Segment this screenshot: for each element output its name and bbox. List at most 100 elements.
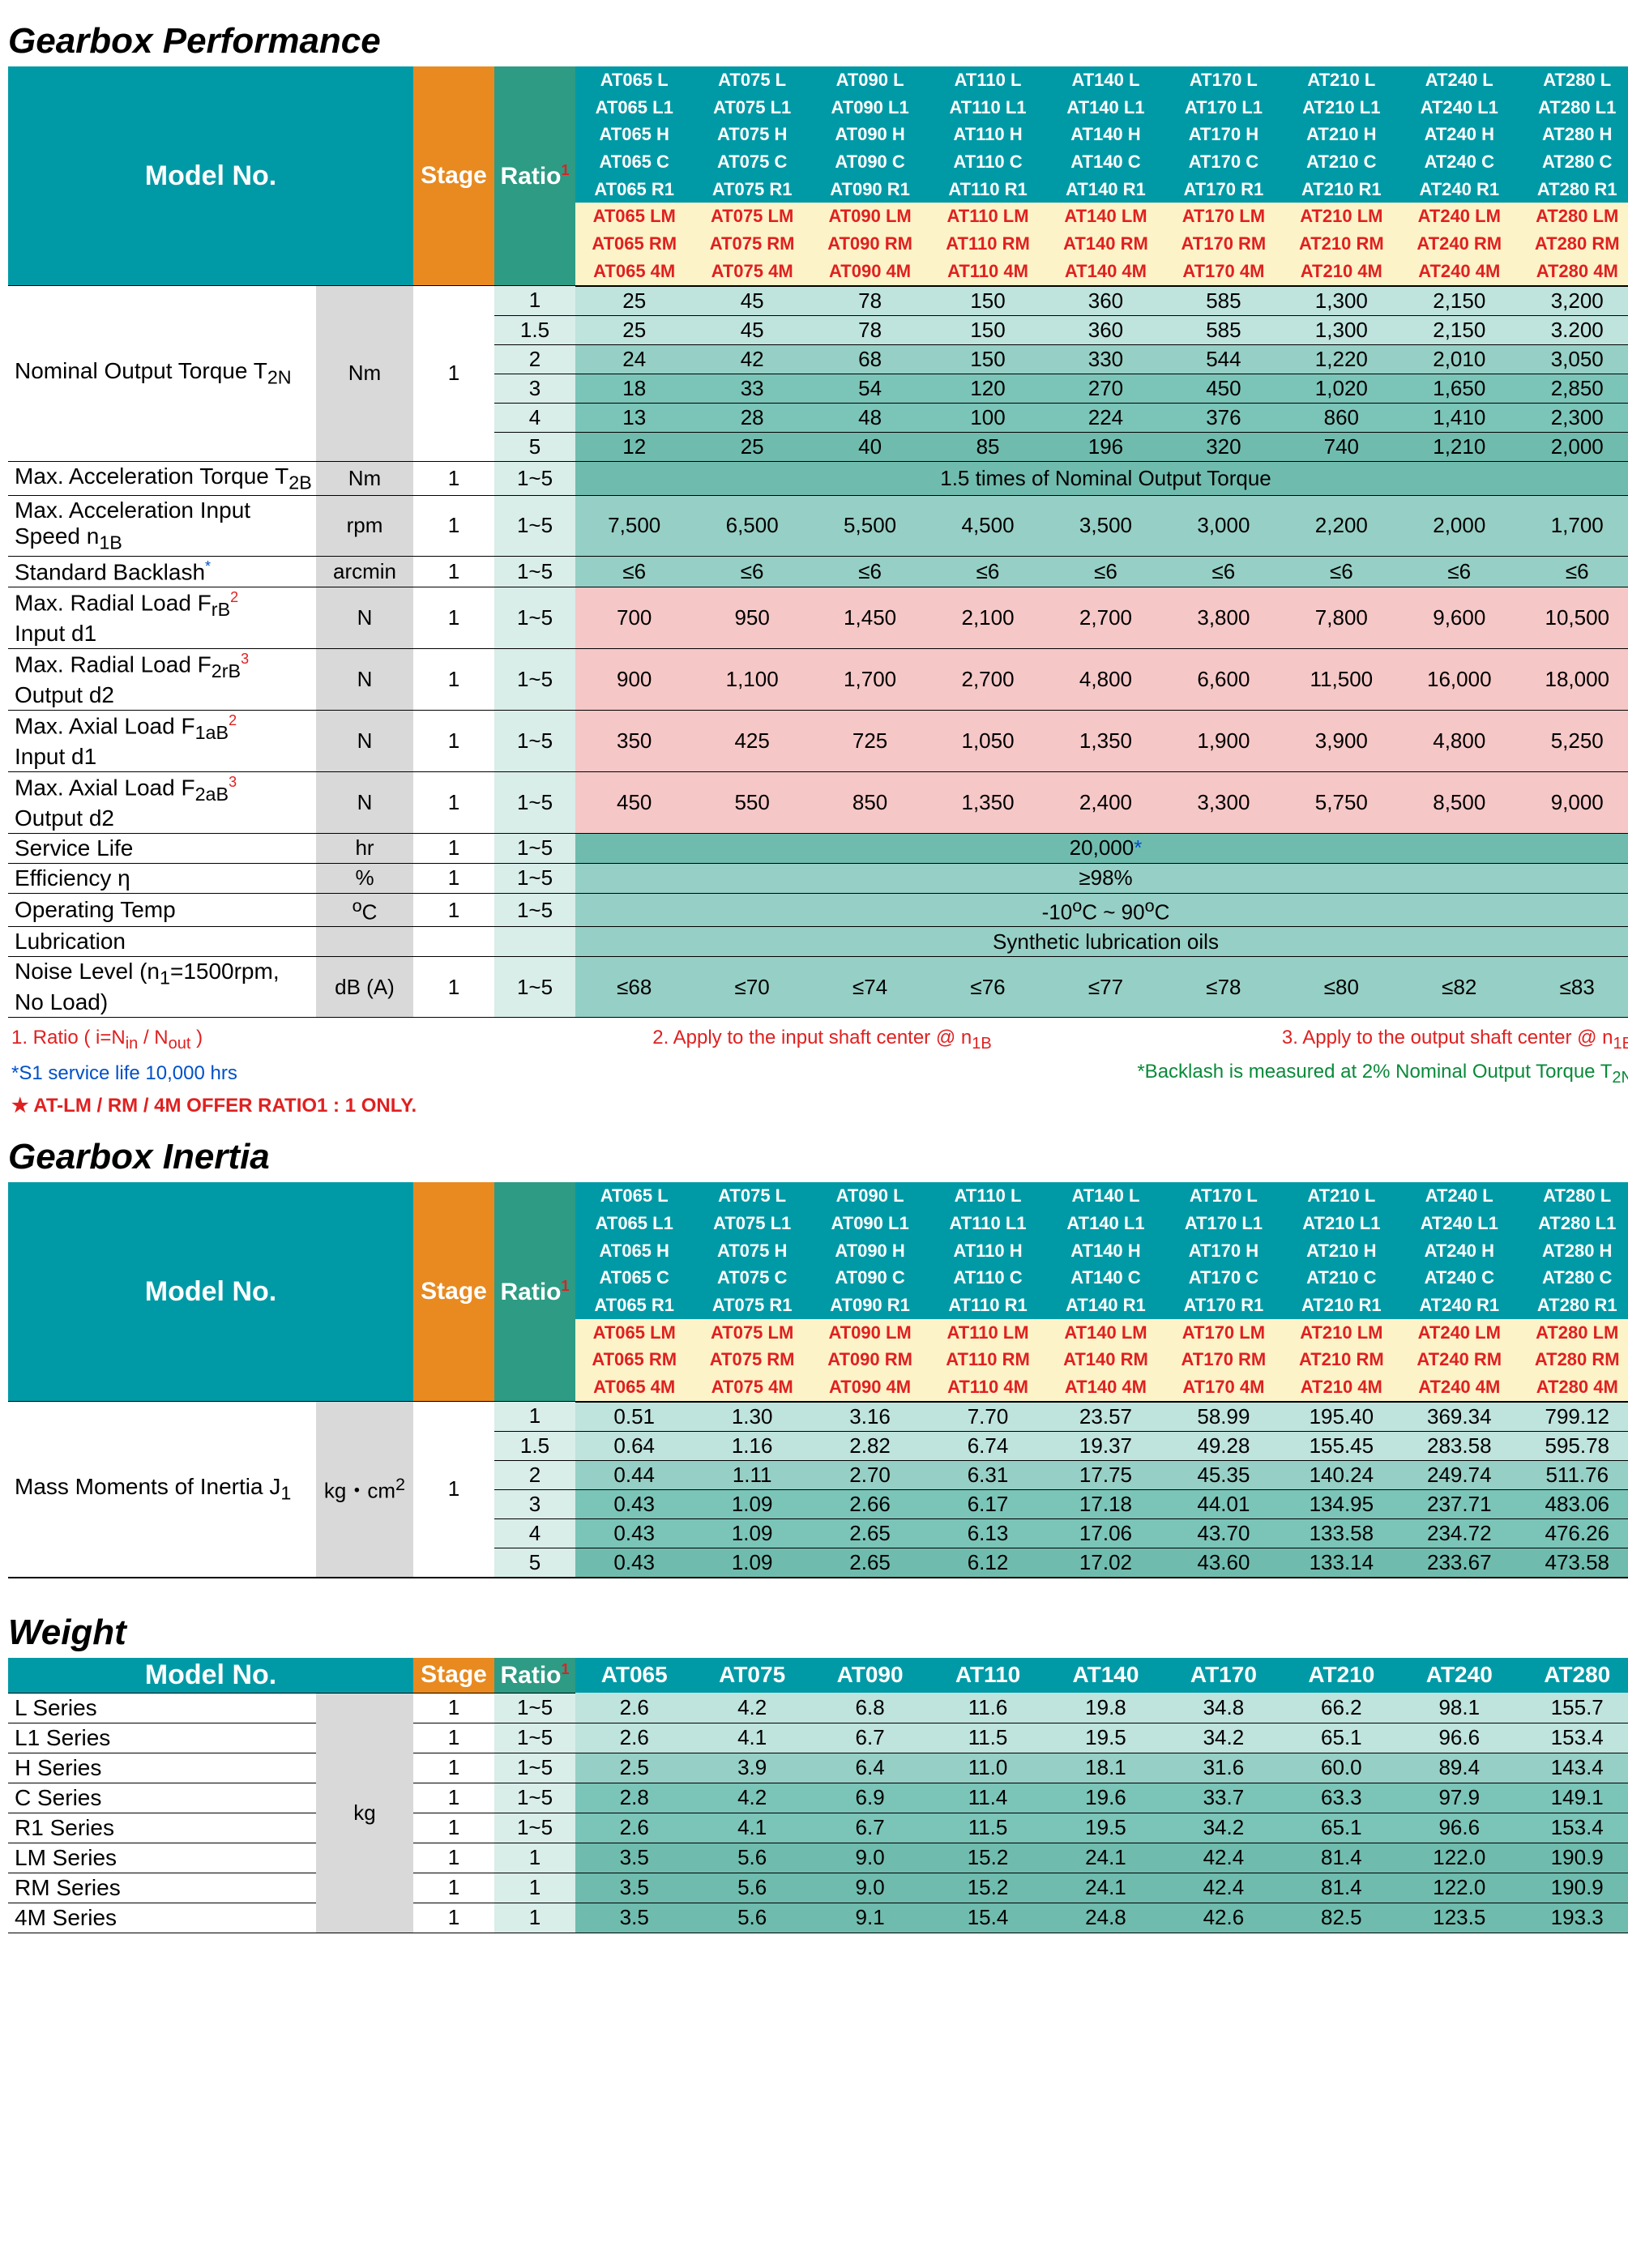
hdr-model-cell: AT280 H xyxy=(1519,1237,1628,1265)
hdr-model-cell: AT065 H xyxy=(575,121,693,148)
hdr-model-cell-red: AT280 LM xyxy=(1519,203,1628,230)
data-cell: 122.0 xyxy=(1400,1873,1518,1903)
hdr-model-cell-red: AT280 LM xyxy=(1519,1319,1628,1347)
data-cell: 150 xyxy=(929,344,1046,374)
hdr-model-cell-red: AT170 LM xyxy=(1164,1319,1282,1347)
hdr-model-cell: AT090 C xyxy=(811,1264,929,1292)
row-label: R1 Series xyxy=(8,1813,316,1843)
hdr-model-cell: AT065 R1 xyxy=(575,176,693,203)
hdr-model-cell: AT065 C xyxy=(575,148,693,176)
data-cell: 7,800 xyxy=(1283,587,1400,649)
hdr-model-cell: AT170 L xyxy=(1164,66,1282,94)
ratio-cell: 1~5 xyxy=(494,587,575,649)
data-cell: ≤77 xyxy=(1047,957,1164,1018)
data-cell: 9,600 xyxy=(1400,587,1518,649)
hdr-model-cell: AT065 L1 xyxy=(575,94,693,122)
hdr-model-cell: AT240 C xyxy=(1400,1264,1518,1292)
data-cell: ≤6 xyxy=(693,556,810,587)
stage-cell xyxy=(413,927,494,957)
hdr-model-cell: AT280 L xyxy=(1519,66,1628,94)
row-label: RM Series xyxy=(8,1873,316,1903)
data-cell: 60.0 xyxy=(1283,1753,1400,1783)
hdr-model-cell-red: AT110 LM xyxy=(929,1319,1046,1347)
data-cell: 17.75 xyxy=(1047,1460,1164,1489)
data-cell: 476.26 xyxy=(1519,1518,1628,1548)
hdr-model-cell-red: AT065 LM xyxy=(575,1319,693,1347)
data-cell: 28 xyxy=(693,403,810,432)
ratio-cell: 1.5 xyxy=(494,1431,575,1460)
data-cell: 1.11 xyxy=(693,1460,810,1489)
hdr-model-cell: AT170 L xyxy=(1164,1182,1282,1210)
unit-cell: % xyxy=(316,863,413,893)
data-cell: 3,000 xyxy=(1164,496,1282,557)
hdr-model-cell-red: AT170 RM xyxy=(1164,230,1282,258)
data-cell: ≤6 xyxy=(1047,556,1164,587)
hdr-model-cell: AT140 H xyxy=(1047,1237,1164,1265)
hdr-model-cell: AT075 C xyxy=(693,148,810,176)
data-cell: ≤80 xyxy=(1283,957,1400,1018)
data-cell: 25 xyxy=(693,432,810,461)
hdr-model-cell: AT075 xyxy=(693,1658,810,1694)
hdr-model-cell: AT140 H xyxy=(1047,121,1164,148)
data-cell: 4,800 xyxy=(1400,710,1518,771)
data-cell: 45 xyxy=(693,286,810,316)
data-cell: 65.1 xyxy=(1283,1813,1400,1843)
row-label: Efficiency η xyxy=(8,863,316,893)
data-cell: 133.58 xyxy=(1283,1518,1400,1548)
hdr-model-cell: AT170 H xyxy=(1164,1237,1282,1265)
data-cell: 511.76 xyxy=(1519,1460,1628,1489)
stage-cell: 1 xyxy=(413,461,494,496)
stage-cell: 1 xyxy=(413,710,494,771)
data-cell: 4.1 xyxy=(693,1813,810,1843)
data-cell: 85 xyxy=(929,432,1046,461)
data-cell: 6.9 xyxy=(811,1783,929,1813)
data-cell: 2,010 xyxy=(1400,344,1518,374)
data-cell: 6.8 xyxy=(811,1693,929,1723)
data-cell: 15.2 xyxy=(929,1873,1046,1903)
data-cell: 2.65 xyxy=(811,1518,929,1548)
unit-cell xyxy=(316,927,413,957)
data-cell: 24.1 xyxy=(1047,1873,1164,1903)
data-cell: 98.1 xyxy=(1400,1693,1518,1723)
data-cell: 0.64 xyxy=(575,1431,693,1460)
hdr-model-cell: AT210 L xyxy=(1283,66,1400,94)
unit-cell: N xyxy=(316,771,413,833)
hdr-model-cell-red: AT280 4M xyxy=(1519,1373,1628,1402)
hdr-model-cell: AT170 R1 xyxy=(1164,176,1282,203)
data-cell: 950 xyxy=(693,587,810,649)
data-cell: 44.01 xyxy=(1164,1489,1282,1518)
hdr-stage: Stage xyxy=(413,66,494,286)
data-cell: 196 xyxy=(1047,432,1164,461)
data-cell: ≤6 xyxy=(1283,556,1400,587)
row-label: L Series xyxy=(8,1693,316,1723)
hdr-model-cell-red: AT210 LM xyxy=(1283,203,1400,230)
data-cell: 34.2 xyxy=(1164,1723,1282,1753)
hdr-model-cell-red: AT110 LM xyxy=(929,203,1046,230)
unit-cell: kg・cm2 xyxy=(316,1402,413,1578)
hdr-model-cell-red: AT090 RM xyxy=(811,1346,929,1373)
ratio-cell: 1 xyxy=(494,286,575,316)
row-label: Max. Acceleration Torque T2B xyxy=(8,461,316,496)
data-cell: 2.6 xyxy=(575,1813,693,1843)
row-label: C Series xyxy=(8,1783,316,1813)
hdr-model-cell: AT090 R1 xyxy=(811,1292,929,1319)
stage-cell: 1 xyxy=(413,496,494,557)
data-cell: 68 xyxy=(811,344,929,374)
stage-cell: 1 xyxy=(413,1843,494,1873)
data-cell: 155.45 xyxy=(1283,1431,1400,1460)
data-cell: 2,700 xyxy=(1047,587,1164,649)
hdr-model-cell-red: AT140 4M xyxy=(1047,258,1164,286)
ratio-cell: 1 xyxy=(494,1873,575,1903)
data-cell: 3,900 xyxy=(1283,710,1400,771)
data-span: 20,000* xyxy=(575,833,1628,863)
ratio-cell: 1~5 xyxy=(494,1753,575,1783)
ratio-cell: 1~5 xyxy=(494,1783,575,1813)
data-cell: 1,900 xyxy=(1164,710,1282,771)
data-cell: ≤74 xyxy=(811,957,929,1018)
data-cell: 369.34 xyxy=(1400,1402,1518,1432)
hdr-model-cell: AT090 R1 xyxy=(811,176,929,203)
data-cell: 6.12 xyxy=(929,1548,1046,1578)
data-cell: 120 xyxy=(929,374,1046,403)
data-cell: 1,450 xyxy=(811,587,929,649)
hdr-ratio: Ratio1 xyxy=(494,1658,575,1694)
